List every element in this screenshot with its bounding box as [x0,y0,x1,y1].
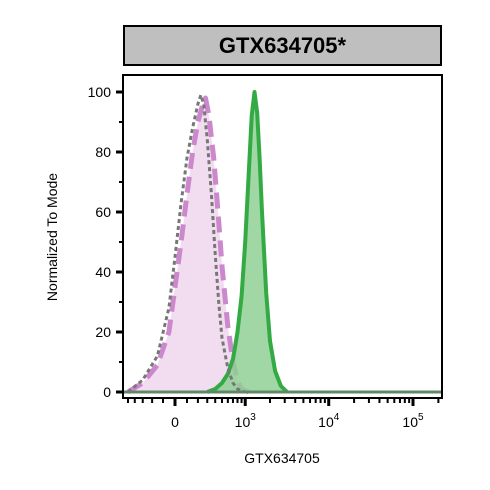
x-tick-label: 103 [235,412,257,430]
x-tick-label: 105 [402,412,424,430]
plot-frame [122,74,443,399]
series-line [127,93,246,394]
y-axis: 0 20 40 60 80 100 [88,84,123,400]
series-line [206,90,289,394]
y-tick-label: 40 [95,264,111,280]
chart-title-box: GTX634705* [123,25,442,66]
y-tick-label: 20 [95,324,111,340]
series-layer [124,90,441,395]
y-tick-label: 0 [103,384,111,400]
x-tick-label: 0 [171,414,179,430]
chart-title: GTX634705* [218,32,347,58]
y-tick-label: 80 [95,144,111,160]
series-dotted-grey [124,93,441,394]
x-axis: 0 103 104 105 [127,398,440,430]
y-tick-label: 100 [88,84,112,100]
x-axis-label: GTX634705 [244,450,320,466]
y-axis-label: Normalized To Mode [44,173,60,301]
series-dashed-pink-filled [124,95,441,395]
y-tick-label: 60 [95,204,111,220]
x-tick-label: 104 [318,412,340,430]
series-area [128,98,249,392]
